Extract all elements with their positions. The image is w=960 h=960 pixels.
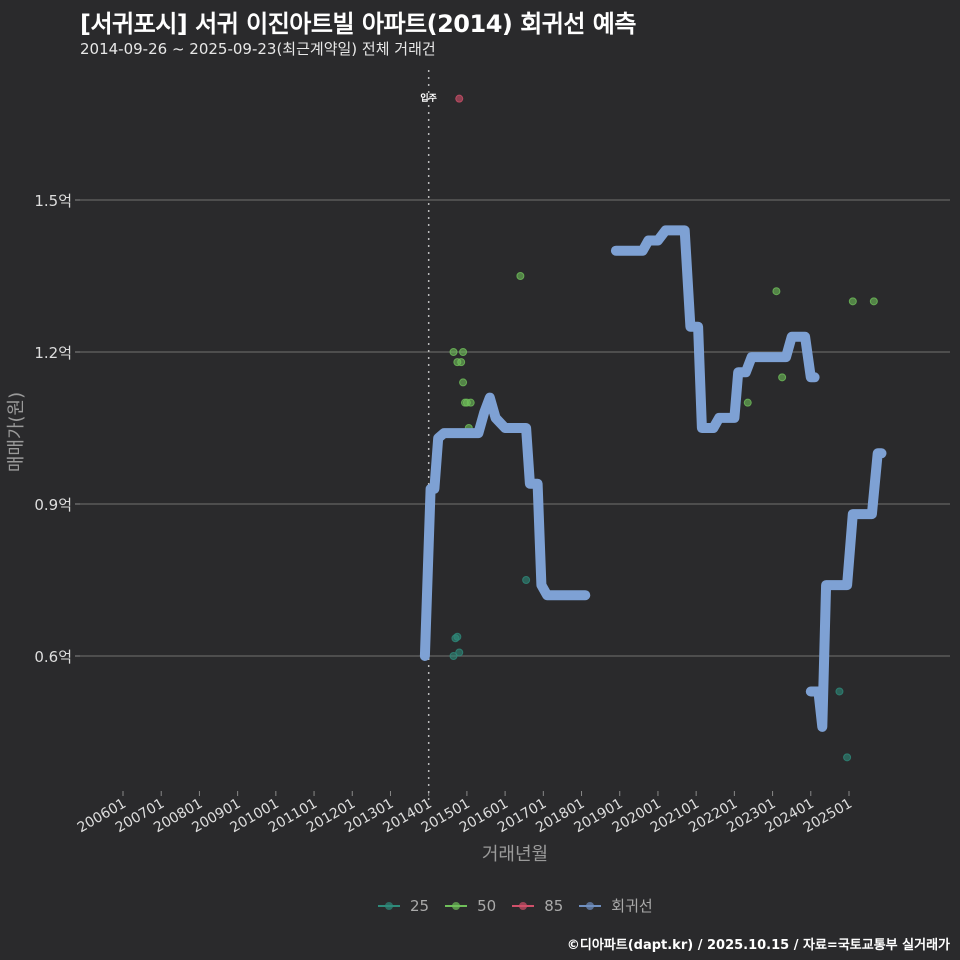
data-point-50 (772, 287, 781, 296)
y-axis-label: 매매가(원) (6, 392, 27, 472)
y-tick-label: 0.6억 (34, 648, 72, 666)
data-point-50 (848, 297, 857, 306)
data-point-50 (459, 378, 468, 387)
data-point-50 (516, 272, 525, 280)
legend-item-1: 50 (445, 897, 496, 915)
move-in-label: 입주 (420, 92, 437, 104)
legend-label: 25 (410, 896, 430, 915)
data-point-85 (455, 94, 464, 103)
chart-subtitle: 2014-09-26 ~ 2025-09-23(최근계약일) 전체 거래건 (80, 40, 436, 58)
data-point-50 (743, 398, 752, 407)
regression-segment (419, 392, 591, 661)
y-axis: 0.6억 0.9억 1.2억 1.5억 (34, 192, 80, 666)
data-point-50 (449, 348, 458, 356)
legend-key-icon (378, 900, 400, 912)
footer-credit: ©디아파트(dapt.kr) / 2025.10.15 / 자료=국토교통부 실… (566, 938, 950, 953)
data-point-25 (455, 648, 464, 657)
chart-title: [서귀포시] 서귀 이진아트빌 아파트(2014) 회귀선 예측 (80, 10, 636, 38)
legend: 25 50 85 회귀선 (378, 895, 659, 916)
data-point-25 (522, 576, 531, 584)
legend-key-icon (512, 900, 535, 912)
data-point-50 (466, 398, 475, 407)
legend-label: 회귀선 (611, 897, 653, 915)
data-point-50 (869, 297, 878, 306)
y-tick-label: 0.9억 (34, 496, 72, 514)
legend-key-icon (445, 900, 468, 912)
y-tick-label: 1.5억 (34, 192, 72, 210)
legend-label: 85 (544, 896, 564, 915)
grid-lines (80, 199, 950, 657)
data-point-50 (778, 373, 787, 382)
legend-item-0: 25 (378, 897, 429, 915)
data-point-25 (449, 652, 458, 660)
data-point-50 (457, 358, 466, 367)
x-axis: 2006012007012008012009012010012011012012… (75, 791, 855, 836)
data-point-25 (835, 687, 844, 696)
legend-label: 50 (477, 896, 497, 915)
legend-item-2: 85 (512, 897, 563, 915)
legend-item-3: 회귀선 (579, 895, 653, 916)
move-in-annotation: 입주 (420, 70, 437, 800)
data-point-25 (843, 753, 852, 762)
data-point-25 (453, 632, 462, 641)
data-point-50 (459, 348, 468, 356)
y-tick-label: 1.2억 (34, 344, 72, 362)
legend-key-icon (579, 900, 602, 912)
regression-segment (805, 448, 887, 732)
x-axis-label: 거래년월 (482, 844, 548, 865)
regression-segment (610, 225, 820, 433)
regression-line (419, 225, 887, 732)
